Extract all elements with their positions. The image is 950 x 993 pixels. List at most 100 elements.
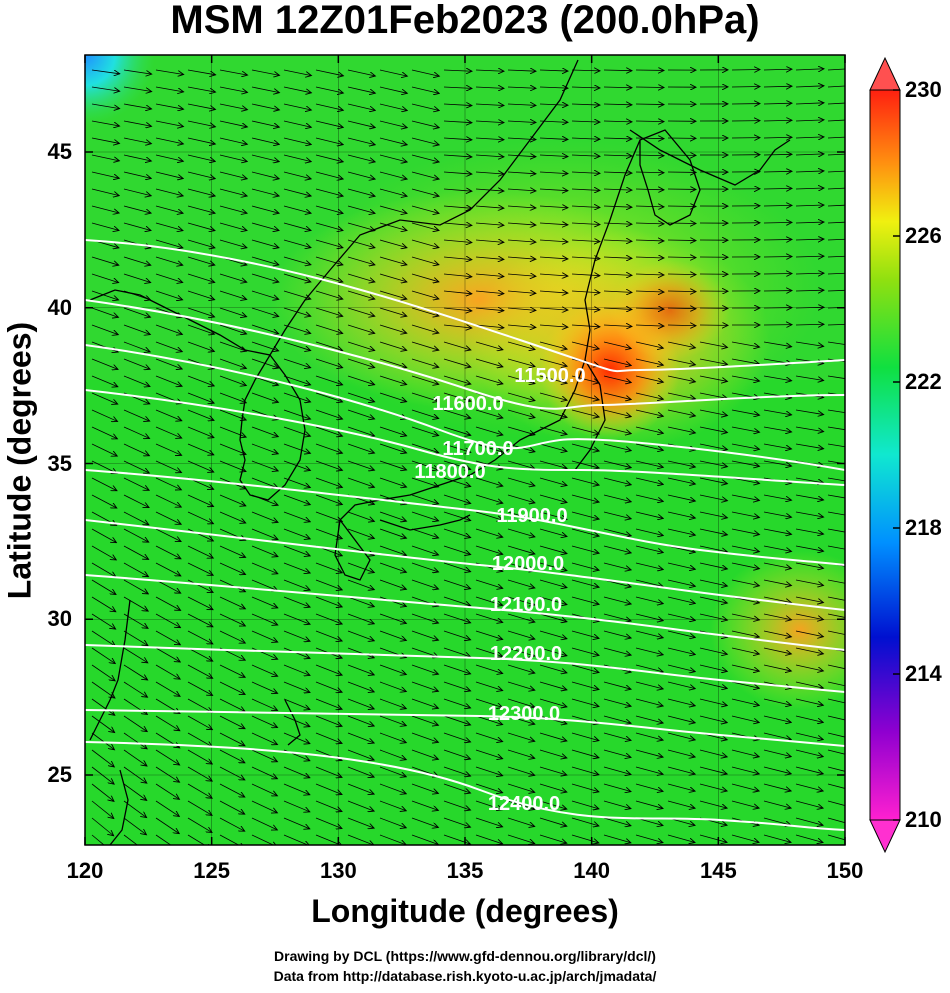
wind-arrow [219, 324, 247, 334]
wind-arrow [347, 664, 374, 675]
wind-arrow [667, 664, 695, 672]
wind-arrow [475, 291, 504, 294]
wind-arrow [571, 766, 599, 775]
wind-arrow [315, 732, 342, 743]
wind-arrow [571, 494, 599, 502]
wind-arrow [571, 375, 599, 383]
wind-arrow [795, 528, 824, 534]
wind-arrow [539, 630, 567, 639]
wind-arrow [187, 341, 214, 351]
wind-arrow [91, 613, 116, 629]
wind-arrow [315, 375, 343, 385]
wind-arrow [155, 766, 180, 782]
height-contour-line [85, 574, 845, 651]
wind-arrow [155, 290, 183, 300]
wind-arrow [123, 732, 147, 749]
wind-arrow [475, 240, 504, 242]
wind-arrow [571, 104, 600, 105]
wind-arrow [91, 137, 119, 143]
wind-arrow [443, 223, 472, 225]
wind-arrow [635, 223, 664, 224]
wind-arrow [507, 681, 535, 690]
wind-arrow [827, 511, 845, 516]
wind-arrow [827, 323, 845, 326]
y-tick-label: 45 [47, 139, 72, 164]
wind-arrow [731, 409, 760, 415]
wind-arrow [187, 69, 216, 75]
wind-arrow [219, 494, 246, 506]
wind-arrow [251, 171, 279, 179]
wind-arrow [283, 647, 310, 658]
wind-arrow [251, 307, 279, 316]
wind-arrow [667, 426, 695, 433]
wind-arrow [411, 409, 439, 419]
wind-arrow [219, 341, 246, 351]
wind-arrow [379, 681, 406, 692]
wind-arrow [155, 460, 181, 473]
wind-arrow [123, 511, 149, 525]
wind-arrow [827, 800, 845, 806]
wind-arrow [187, 800, 212, 815]
wind-arrow [187, 103, 215, 109]
wind-arrow [443, 87, 472, 88]
colorbar-max-arrow [869, 56, 901, 91]
wind-arrow [635, 477, 663, 484]
wind-arrow [443, 291, 472, 294]
wind-arrow [603, 698, 631, 706]
wind-arrow [603, 206, 632, 207]
wind-arrow [827, 494, 845, 499]
wind-arrow [155, 749, 180, 765]
wind-arrow [667, 596, 695, 603]
height-contour-label: 12000.0 [492, 553, 564, 575]
wind-arrow [219, 749, 245, 763]
wind-arrow [603, 325, 632, 326]
wind-arrow [187, 460, 214, 472]
wind-arrow [315, 409, 343, 419]
wind-arrow [539, 138, 568, 139]
wind-arrow [603, 630, 631, 638]
wind-arrow [507, 579, 535, 588]
height-contour-line [85, 741, 845, 831]
wind-arrow [123, 69, 152, 74]
wind-arrow [155, 137, 183, 144]
wind-arrow [411, 273, 439, 282]
wind-arrow [219, 460, 246, 472]
wind-arrow [155, 681, 180, 696]
wind-arrow [635, 341, 663, 348]
wind-arrow [347, 120, 375, 128]
wind-arrow [699, 647, 727, 654]
wind-arrow [795, 732, 823, 740]
wind-arrow [411, 562, 439, 572]
wind-arrow [219, 171, 247, 179]
wind-arrow [571, 155, 600, 156]
wind-arrow [763, 579, 791, 586]
wind-arrow [91, 494, 117, 508]
wind-arrow [379, 239, 407, 248]
wind-arrow [251, 732, 277, 745]
wind-arrow [283, 834, 310, 845]
height-contours [85, 239, 845, 831]
wind-arrow [379, 256, 407, 265]
wind-arrow [667, 257, 696, 258]
wind-arrow [635, 562, 663, 570]
wind-arrow [123, 137, 151, 144]
wind-arrow [475, 172, 504, 174]
wind-arrow [667, 766, 695, 774]
wind-arrow [315, 596, 342, 607]
wind-arrow [251, 477, 278, 488]
wind-arrow [91, 222, 119, 230]
wind-arrow [475, 749, 503, 759]
wind-arrow [763, 205, 792, 206]
wind-arrow [443, 460, 471, 469]
wind-arrow [507, 325, 536, 327]
wind-arrow [91, 69, 120, 74]
wind-arrow [443, 783, 470, 793]
coastlines [89, 59, 791, 845]
wind-arrow [219, 120, 247, 127]
wind-arrow [763, 256, 792, 257]
wind-arrow [507, 70, 536, 71]
wind-arrow [539, 562, 567, 571]
wind-arrow [603, 681, 631, 689]
wind-arrow [795, 494, 824, 500]
wind-arrow [795, 239, 824, 240]
